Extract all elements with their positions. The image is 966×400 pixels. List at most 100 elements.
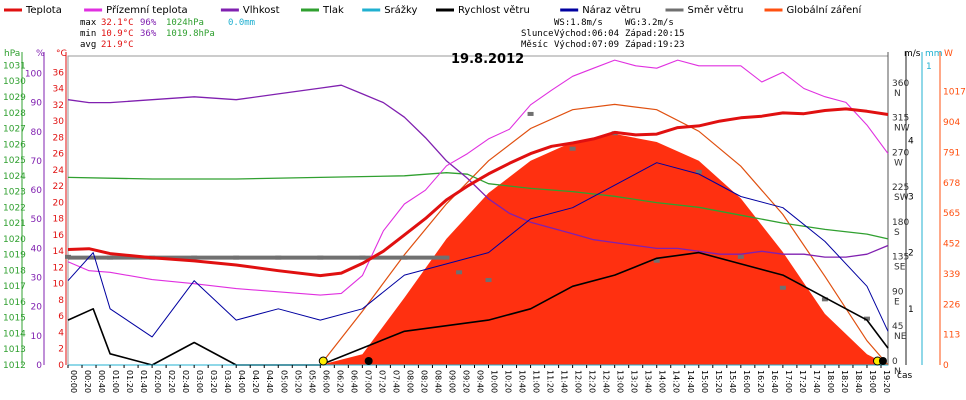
unit-hum: % bbox=[36, 49, 45, 59]
x-tick-label: 12:00 bbox=[574, 370, 583, 393]
series-group bbox=[65, 59, 889, 366]
x-tick-label: 14:40 bbox=[686, 370, 695, 393]
tick-rad: 113 bbox=[943, 331, 960, 341]
tick-hum: 90 bbox=[31, 99, 43, 109]
legend-item: Směr větru bbox=[665, 4, 744, 16]
legend-label: Přízemní teplota bbox=[106, 4, 188, 16]
tick-press: 1019 bbox=[3, 251, 26, 261]
unit-temp: °C bbox=[56, 49, 67, 59]
series-wind-speed bbox=[67, 251, 889, 366]
tick-temp: 2 bbox=[58, 345, 64, 355]
tick-temp: 12 bbox=[53, 263, 64, 273]
tick-dir-card: NW bbox=[894, 124, 910, 134]
tick-temp: 14 bbox=[53, 247, 65, 257]
tick-dir: 90 bbox=[892, 287, 904, 297]
tick-dir-card: N bbox=[894, 367, 901, 377]
x-tick-label: 08:20 bbox=[419, 370, 428, 393]
tick-hum: 100 bbox=[25, 69, 42, 79]
x-tick-label: 19:00 bbox=[868, 370, 877, 393]
x-tick-label: 12:40 bbox=[602, 370, 611, 393]
wind-gust-avg: WG:3.2m/s bbox=[625, 18, 674, 28]
series-temperature bbox=[67, 107, 889, 278]
sun-set: Západ:20:15 bbox=[625, 29, 685, 39]
x-tick-label: 05:20 bbox=[293, 370, 302, 393]
wind-direction-mark bbox=[737, 254, 744, 259]
series-humidity bbox=[67, 84, 889, 258]
x-tick-label: 02:40 bbox=[181, 370, 190, 393]
wind-direction-mark bbox=[695, 169, 702, 174]
tick-press: 1028 bbox=[3, 109, 26, 119]
x-tick-label: 09:00 bbox=[447, 370, 456, 393]
x-tick-label: 16:40 bbox=[770, 370, 779, 393]
x-tick-label: 13:40 bbox=[644, 370, 653, 393]
legend-label: Vlhkost bbox=[243, 5, 280, 16]
x-tick-label: 10:20 bbox=[504, 370, 513, 393]
tick-dir-card: SE bbox=[894, 263, 906, 273]
stat-temp: 10.9°C bbox=[101, 29, 134, 39]
unit-time: čas bbox=[897, 370, 912, 381]
unit-rain: mm bbox=[925, 49, 943, 59]
x-tick-label: 09:40 bbox=[475, 370, 484, 393]
x-tick-label: 19:20 bbox=[882, 370, 891, 393]
unit-rad: W bbox=[944, 49, 953, 59]
tick-dir: 315 bbox=[892, 114, 909, 124]
legend-item: Přízemní teplota bbox=[84, 4, 188, 16]
wind-direction-mark bbox=[821, 297, 828, 302]
x-tick-label: 18:20 bbox=[840, 370, 849, 393]
tick-press: 1029 bbox=[3, 93, 26, 103]
x-tick-label: 17:40 bbox=[812, 370, 821, 393]
tick-rad: 226 bbox=[943, 300, 960, 310]
x-tick-label: 01:40 bbox=[139, 370, 148, 393]
x-tick-label: 02:00 bbox=[153, 370, 162, 393]
wind-direction-mark bbox=[527, 111, 534, 116]
stats-block: max 32.1°C 96% 1024hPa 0.0mm min 10.9°C 36% 1019… bbox=[80, 18, 685, 50]
x-tick-label: 07:40 bbox=[391, 370, 400, 393]
legend-item: Rychlost větru bbox=[436, 4, 530, 16]
tick-temp: 24 bbox=[53, 166, 65, 176]
x-tick-label: 08:40 bbox=[433, 370, 442, 393]
legend-label: Globální záření bbox=[787, 4, 863, 16]
legend-label: Teplota bbox=[25, 5, 62, 16]
tick-temp: 10 bbox=[53, 280, 65, 290]
tick-wind: 1 bbox=[908, 305, 914, 315]
tick-temp: 22 bbox=[53, 182, 64, 192]
legend-item: Globální záření bbox=[764, 4, 863, 16]
tick-temp: 30 bbox=[53, 117, 65, 127]
tick-hum: 20 bbox=[31, 303, 43, 313]
x-tick-label: 13:20 bbox=[630, 370, 639, 393]
tick-wind: 2 bbox=[908, 249, 914, 259]
tick-rad: 791 bbox=[943, 148, 960, 158]
tick-press: 1022 bbox=[3, 203, 26, 213]
x-tick-label: 03:00 bbox=[195, 370, 204, 393]
tick-press: 1024 bbox=[3, 172, 26, 182]
tick-dir-card: W bbox=[894, 158, 903, 168]
tick-press: 1026 bbox=[3, 140, 26, 150]
tick-hum: 30 bbox=[31, 274, 43, 284]
wind-direction-mark bbox=[569, 146, 576, 151]
tick-temp: 16 bbox=[53, 231, 65, 241]
tick-press: 1015 bbox=[3, 314, 26, 324]
series-wind-gust bbox=[67, 162, 889, 338]
tick-press: 1021 bbox=[3, 219, 26, 229]
tick-temp: 4 bbox=[58, 328, 64, 338]
tick-press: 1025 bbox=[3, 156, 26, 166]
legend-label: Srážky bbox=[384, 4, 417, 16]
legend-label: Směr větru bbox=[688, 4, 744, 16]
x-tick-label: 06:00 bbox=[321, 370, 330, 393]
tick-wind: 3 bbox=[908, 192, 914, 202]
wind-direction-mark bbox=[779, 285, 786, 290]
wind-direction-mark bbox=[485, 278, 492, 283]
x-tick-label: 15:40 bbox=[728, 370, 737, 393]
x-tick-label: 05:00 bbox=[279, 370, 288, 393]
tick-temp: 36 bbox=[53, 68, 65, 78]
tick-press: 1018 bbox=[3, 266, 26, 276]
x-tick-label: 15:20 bbox=[714, 370, 723, 393]
tick-hum: 40 bbox=[31, 244, 43, 254]
tick-dir: 360 bbox=[892, 79, 909, 89]
tick-hum: 50 bbox=[31, 215, 43, 225]
x-tick-label: 01:00 bbox=[111, 370, 120, 393]
x-tick-label: 05:40 bbox=[307, 370, 316, 393]
legend-item: Tlak bbox=[301, 5, 344, 16]
legend-label: Rychlost větru bbox=[458, 4, 530, 16]
